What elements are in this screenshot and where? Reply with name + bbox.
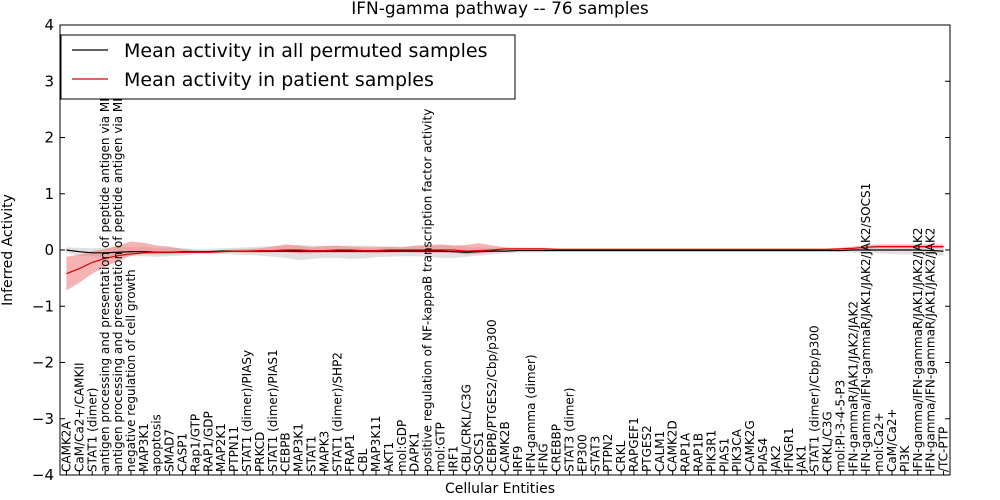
entity-label: PTGES2 [640,425,654,472]
entity-label: Rap1/GTP [188,414,202,472]
entity-label: AKT1 [382,442,396,472]
entity-label: SOCS1 [472,431,486,472]
y-tick-label: 1 [44,185,54,203]
entity-label: CALM1 [653,431,667,472]
entity-label: IFNGR1 [782,427,796,472]
entity-label: mol:GDP [395,420,409,472]
entity-label: antigen processing and presentation of p… [111,40,125,472]
entity-label: JAK1 [795,445,809,473]
entity-label: PRKCD [253,432,267,472]
x-axis-title: Cellular Entities [445,481,555,497]
confidence-bands [66,241,944,291]
entity-label: STAT3 (dimer) [562,388,576,472]
entity-label: FRAP1 [343,434,357,472]
entity-label: IFN-gamma (dimer) [524,354,538,472]
entity-label: PIK3CA [730,428,744,472]
entity-label: negative regulation of cell growth [124,269,138,472]
entity-label: CBL/CRKL/C3G [459,384,473,472]
y-tick-label: −1 [32,297,54,315]
entity-label: CAMK2A [59,421,73,472]
entity-label: CBL [356,448,370,472]
entity-label: PIAS4 [756,438,770,472]
entity-label: CEBPB [279,432,293,472]
entity-label: MAP3K1 [292,423,306,472]
entity-label: PTPN2 [601,434,615,472]
y-tick-label: 0 [44,241,54,259]
series-lines [66,246,944,275]
entity-label: IFN-gamma/IFN-gammaR/JAK1/JAK2/JAK2 [911,227,925,472]
entity-label: IRF1 [446,446,460,472]
legend-label-patient: Mean activity in patient samples [124,69,434,91]
entity-label: CRKL [614,440,628,472]
entity-label: RAP1A [679,432,693,472]
legend-label-permuted: Mean activity in all permuted samples [124,40,487,62]
entity-label: IRF9 [511,446,525,472]
entity-label: STAT1 (dimer) [85,388,99,472]
entity-label: mol:PI-3-4-5-P3 [833,380,847,472]
entity-label: RAPGEF1 [627,417,641,472]
entity-label: CAMK2G [743,420,757,472]
entity-label: MAPK3 [317,431,331,472]
entity-label: EP300 [575,434,589,472]
entity-label: IFN-gamma/IFN-gammaR/JAK1/JAK2/JAK2 [924,227,938,472]
entity-label: RAP1B [691,433,705,472]
patient-confidence-band [66,241,944,291]
entity-label: apoptosis [150,414,164,472]
entity-label: mol:GTP [434,422,448,472]
entity-label: IFN-gammaR/JAK1/JAK2/JAK2 [846,301,860,472]
entity-label: STAT1 (dimer)/Cbp/p300 [808,325,822,472]
y-tick-label: −3 [32,410,54,428]
entity-label: /TC-PTP [937,427,951,472]
entity-label: MAP2K1 [214,423,228,472]
y-tick-label: −4 [32,466,54,484]
entity-label: IFNG [537,443,551,472]
entity-label: STAT1 (dimer)/PIAS1 [266,349,280,472]
y-tick-label: 3 [44,72,54,90]
y-tick-label: 2 [44,129,54,147]
entity-label: PIK3R1 [704,430,718,472]
entity-label: MAP3K1 [137,423,151,472]
y-axis-title: Inferred Activity [0,194,16,306]
y-tick-label: −2 [32,354,54,372]
chart-title: IFN-gamma pathway -- 76 samples [351,0,649,19]
entity-label: mol:Ca2+ [872,412,886,472]
entity-label: CRKL/C3G [820,411,834,472]
entity-label: CAMK2D [666,420,680,472]
patient-mean-line [66,246,944,275]
entity-label: CEBPB/PTGES2/Cbp/p300 [485,319,499,472]
entity-label: PI3K [898,445,912,472]
entity-label: STAT1 [305,436,319,472]
legend: Mean activity in all permuted samples Me… [60,34,516,100]
entity-label: PTPN11 [227,426,241,472]
entity-label: STAT3 [588,436,602,472]
entity-label: SMAD7 [163,429,177,472]
entity-label: DAPK1 [408,432,422,472]
entity-label: CaM/Ca2+/CAMKII [72,363,86,472]
entity-label: STAT1 (dimer)/SHP2 [330,352,344,472]
entity-label: RAP1/GDP [201,411,215,472]
entity-label: positive regulation of NF-kappaB transcr… [421,109,435,472]
legend-box [60,34,516,100]
y-axis: 4 3 2 1 0 −1 −2 −3 −4 [32,16,950,484]
entity-label: CREBBP [550,424,564,472]
entity-label: IFN-gamma/IFN-gammaR/JAK1/JAK2/JAK2/SOCS… [859,183,873,472]
entity-label: PIAS1 [717,438,731,472]
entity-label: antigen processing and presentation of p… [98,43,112,472]
y-tick-label: 4 [44,16,54,34]
entity-label: JAK2 [769,445,783,473]
entity-label: CaM/Ca2+ [885,408,899,472]
entity-label: MAP3K11 [369,415,383,472]
entity-label: STAT1 (dimer)/PIASy [240,350,254,472]
entity-label: CASP1 [176,433,190,472]
entity-label: CAMK2B [498,421,512,472]
